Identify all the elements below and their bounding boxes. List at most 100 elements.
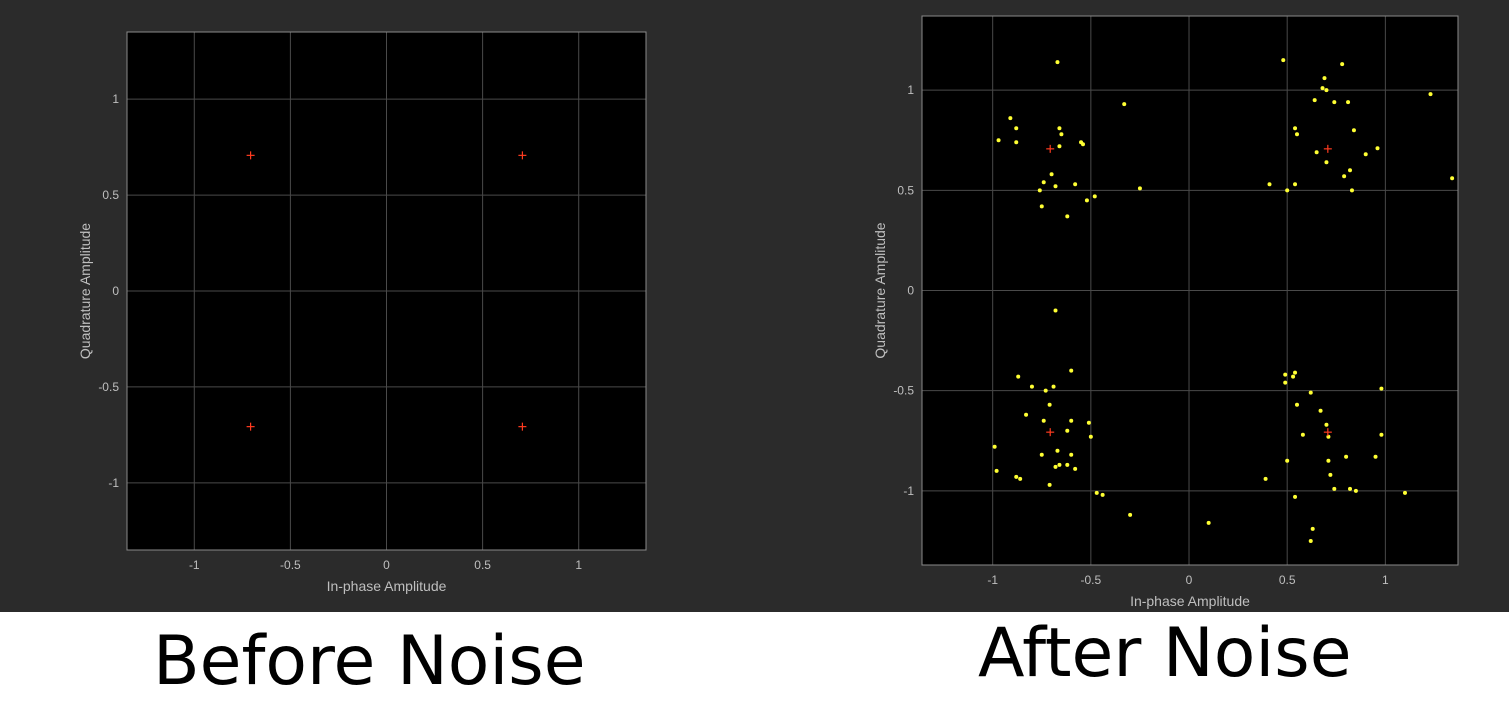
after-noisy-point <box>1008 116 1013 121</box>
after-noisy-point <box>1375 146 1380 151</box>
after-noisy-point <box>1047 482 1052 487</box>
after-noisy-point <box>994 468 999 473</box>
after-noisy-point <box>1293 126 1298 131</box>
after-noisy-point <box>1324 88 1329 93</box>
after-noisy-point <box>1043 388 1048 393</box>
after-noisy-point <box>1206 520 1211 525</box>
after-noisy-point <box>1073 466 1078 471</box>
after-noisy-point <box>1037 188 1042 193</box>
after-noisy-point <box>1049 172 1054 177</box>
after-noisy-point <box>1100 492 1105 497</box>
after-noisy-point <box>1379 432 1384 437</box>
after-noisy-point <box>1029 384 1034 389</box>
after-noisy-point <box>1324 160 1329 165</box>
after-noisy-point <box>1318 408 1323 413</box>
before-xtick-label: 0.5 <box>474 558 491 572</box>
before-reference-marker <box>518 422 527 431</box>
after-noisy-point <box>1300 432 1305 437</box>
after-noisy-point <box>1073 182 1078 187</box>
after-noisy-point <box>1024 412 1029 417</box>
after-noisy-point <box>1293 494 1298 499</box>
after-xtick-label: 0.5 <box>1279 573 1296 587</box>
after-noisy-point <box>1328 472 1333 477</box>
after-noisy-point <box>1122 102 1127 107</box>
before-xtick-label: -1 <box>189 558 200 572</box>
after-xtick-label: -1 <box>987 573 998 587</box>
after-noisy-point <box>1039 204 1044 209</box>
after-xtick-label: 0 <box>1186 573 1193 587</box>
before-xaxis-label: In-phase Amplitude <box>327 578 447 594</box>
after-noisy-point <box>1086 420 1091 425</box>
after-noisy-point <box>1084 198 1089 203</box>
after-noise-constellation-plot: -1 -0.5 0 0.5 1 -1 -0.5 0 0.5 1 In-phase Amplitude… <box>872 15 1459 609</box>
after-noisy-point <box>1057 462 1062 467</box>
after-noisy-point <box>1344 454 1349 459</box>
after-noisy-point <box>1291 374 1296 379</box>
after-noisy-point <box>1039 452 1044 457</box>
after-noisy-point <box>1041 180 1046 185</box>
after-noisy-point <box>1057 126 1062 131</box>
after-noisy-point <box>996 138 1001 143</box>
after-ytick-label: -0.5 <box>893 384 914 398</box>
before-noise-caption: Before Noise <box>153 622 586 701</box>
after-noisy-point <box>1069 418 1074 423</box>
after-noisy-point <box>1293 182 1298 187</box>
after-noisy-point <box>1322 76 1327 81</box>
after-noisy-point <box>1080 142 1085 147</box>
after-noisy-point <box>1014 126 1019 131</box>
after-yaxis-label: Quadrature Amplitude <box>872 222 888 358</box>
after-noisy-point <box>1014 140 1019 145</box>
before-xtick-label: 1 <box>575 558 582 572</box>
after-reference-marker <box>1046 144 1055 153</box>
after-noisy-point <box>1055 60 1060 65</box>
before-ytick-label: 0.5 <box>102 188 119 202</box>
after-noisy-point <box>1295 402 1300 407</box>
after-noisy-point <box>1065 462 1070 467</box>
after-noisy-point <box>1450 176 1455 181</box>
after-noisy-point <box>1320 86 1325 91</box>
after-ytick-label: -1 <box>903 484 914 498</box>
after-reference-marker <box>1046 428 1055 437</box>
after-noisy-point <box>1053 308 1058 313</box>
after-noisy-point <box>1092 194 1097 199</box>
after-noisy-point <box>1349 188 1354 193</box>
before-yaxis-label: Quadrature Amplitude <box>77 223 93 359</box>
after-noisy-point <box>1018 476 1023 481</box>
after-noisy-point <box>1285 188 1290 193</box>
before-ytick-label: -1 <box>108 476 119 490</box>
after-noisy-point <box>1065 214 1070 219</box>
after-ytick-label: 1 <box>907 83 914 97</box>
before-ytick-label: 0 <box>112 284 119 298</box>
after-noisy-point <box>1326 458 1331 463</box>
after-noisy-point <box>1310 526 1315 531</box>
after-noisy-point <box>1308 390 1313 395</box>
after-noisy-point <box>1088 434 1093 439</box>
after-noisy-point <box>1332 100 1337 105</box>
after-noisy-point <box>1016 374 1021 379</box>
after-noisy-point <box>1053 464 1058 469</box>
after-noisy-point <box>1137 186 1142 191</box>
after-noisy-point <box>1285 458 1290 463</box>
after-noisy-point <box>1324 422 1329 427</box>
after-noisy-point <box>1373 454 1378 459</box>
before-reference-marker <box>246 422 255 431</box>
after-noisy-point <box>1340 62 1345 67</box>
after-noisy-point <box>992 444 997 449</box>
before-ytick-label: -0.5 <box>98 380 119 394</box>
after-noisy-point <box>1047 402 1052 407</box>
after-noisy-point <box>1281 58 1286 63</box>
after-noisy-point <box>1348 168 1353 173</box>
before-reference-marker <box>518 151 527 160</box>
before-xtick-label: 0 <box>383 558 390 572</box>
after-noisy-point <box>1308 538 1313 543</box>
before-reference-marker <box>246 151 255 160</box>
after-reference-marker <box>1323 144 1332 153</box>
after-noisy-point <box>1342 174 1347 179</box>
after-noisy-point <box>1069 452 1074 457</box>
after-noisy-point <box>1094 490 1099 495</box>
after-noisy-point <box>1314 150 1319 155</box>
after-noisy-point <box>1293 370 1298 375</box>
after-xtick-label: 1 <box>1382 573 1389 587</box>
after-noisy-point <box>1353 488 1358 493</box>
after-ytick-label: 0 <box>907 284 914 298</box>
